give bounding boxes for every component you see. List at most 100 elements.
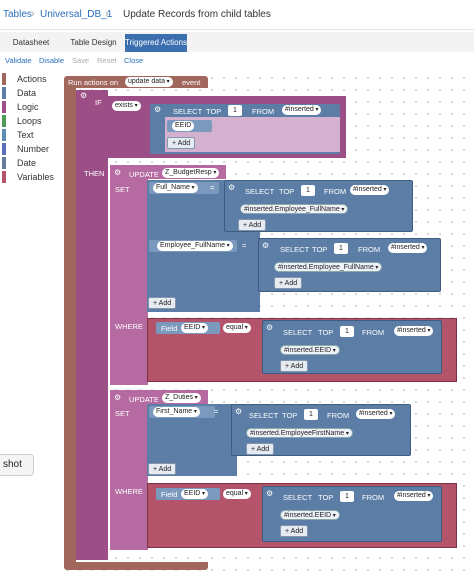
run-actions-spine: [64, 88, 76, 568]
first-name-dropdown[interactable]: First_Name: [153, 407, 200, 417]
top-number-input[interactable]: 1: [334, 243, 348, 254]
toolbox-label: Data: [17, 88, 37, 98]
gear-icon[interactable]: ⚙: [266, 489, 274, 498]
disable-button[interactable]: Disable: [39, 56, 65, 65]
column-inserted-eeid[interactable]: #inserted.EEID: [280, 345, 340, 355]
if-then-block[interactable]: [76, 90, 108, 560]
from-keyword: FROM: [362, 493, 385, 502]
where-label: WHERE: [115, 487, 143, 496]
add-column-button[interactable]: + Add: [167, 137, 196, 149]
select-keyword: SELECT: [283, 328, 313, 337]
top-keyword: TOP: [206, 107, 222, 116]
gear-icon[interactable]: ⚙: [266, 323, 274, 332]
update-keyword: UPDATE: [129, 395, 159, 404]
add-column-button[interactable]: + Add: [238, 219, 267, 231]
breadcrumb-database[interactable]: Universal_DB_1: [40, 9, 113, 20]
top-keyword: TOP: [318, 493, 334, 502]
tab-table-design[interactable]: Table Design: [70, 38, 117, 47]
gear-icon[interactable]: ⚙: [114, 393, 122, 402]
select-keyword: SELECT: [245, 187, 275, 196]
category-swatch: [2, 171, 6, 183]
category-swatch: [2, 87, 6, 99]
from-table-dropdown[interactable]: #inserted: [356, 409, 396, 419]
gear-icon[interactable]: ⚙: [80, 91, 88, 100]
category-swatch: [2, 157, 6, 169]
where-label: WHERE: [115, 322, 143, 331]
category-swatch: [2, 73, 6, 85]
toolbox-label: Variables: [17, 172, 54, 182]
gear-icon[interactable]: ⚙: [262, 241, 270, 250]
top-number-input[interactable]: 1: [301, 185, 315, 196]
breadcrumb-tables[interactable]: Tables: [3, 9, 32, 20]
set-label: SET: [115, 409, 130, 418]
operator-dropdown[interactable]: equal: [223, 489, 251, 499]
toolbox-label: Actions: [17, 74, 47, 84]
field-eeid-dropdown[interactable]: EEID: [181, 489, 209, 499]
from-table-dropdown[interactable]: #inserted: [394, 491, 434, 501]
event-label: event: [182, 78, 201, 87]
gear-icon[interactable]: ⚙: [114, 168, 122, 177]
from-table-dropdown[interactable]: #inserted: [282, 105, 322, 115]
select-keyword: SELECT: [173, 107, 203, 116]
equals-label: =: [210, 183, 215, 192]
save-button[interactable]: Save: [72, 56, 90, 65]
add-column-button[interactable]: + Add: [274, 277, 303, 289]
top-number-input[interactable]: 1: [340, 491, 354, 502]
reset-button[interactable]: Reset: [97, 56, 117, 65]
category-swatch: [2, 115, 6, 127]
tab-triggered-actions[interactable]: Triggered Actions: [125, 34, 187, 52]
update-table-dropdown[interactable]: Z_Duties: [162, 393, 201, 403]
event-dropdown[interactable]: update data: [125, 77, 173, 87]
select-keyword: SELECT: [283, 493, 313, 502]
update-budget-block[interactable]: [110, 165, 148, 385]
equals-label: =: [214, 407, 219, 416]
from-keyword: FROM: [252, 107, 275, 116]
top-keyword: TOP: [279, 187, 295, 196]
from-keyword: FROM: [327, 411, 350, 420]
add-set-button[interactable]: + Add: [148, 463, 177, 475]
column-eeid[interactable]: EEID: [172, 121, 195, 131]
validate-button[interactable]: Validate: [5, 56, 32, 65]
if-label: IF: [95, 98, 102, 107]
employee-fullname-dropdown[interactable]: Employee_FullName: [157, 241, 233, 251]
update-table-dropdown[interactable]: Z_BudgetResp: [162, 168, 220, 178]
add-column-button[interactable]: + Add: [280, 360, 309, 372]
field-eeid-dropdown[interactable]: EEID: [181, 323, 209, 333]
top-number-input[interactable]: 1: [304, 409, 318, 420]
run-actions-bottom: [64, 562, 208, 570]
tab-bar: Datasheet Table Design Triggered Actions: [0, 32, 474, 52]
column-inserted-employee-fullname[interactable]: #inserted.Employee_FullName: [240, 204, 349, 214]
add-set-button[interactable]: + Add: [148, 297, 177, 309]
from-table-dropdown[interactable]: #inserted: [388, 243, 428, 253]
update-keyword: UPDATE: [129, 170, 159, 179]
tab-datasheet[interactable]: Datasheet: [12, 38, 50, 47]
full-name-dropdown[interactable]: Full_Name: [153, 183, 198, 193]
column-inserted-employee-fullname[interactable]: #inserted.Employee_FullName: [274, 262, 383, 272]
add-column-button[interactable]: + Add: [280, 525, 309, 537]
then-label: THEN: [84, 169, 105, 178]
close-button[interactable]: Close: [124, 56, 144, 65]
field-label: Field: [161, 490, 178, 499]
exists-dropdown[interactable]: exists: [112, 101, 141, 111]
top-keyword: TOP: [282, 411, 298, 420]
select-keyword: SELECT: [280, 245, 310, 254]
from-table-dropdown[interactable]: #inserted: [394, 326, 434, 336]
top-keyword: TOP: [312, 245, 328, 254]
column-inserted-employeefirstname[interactable]: #inserted.EmployeeFirstName: [246, 428, 353, 438]
operator-dropdown[interactable]: equal: [223, 323, 251, 333]
screenshot-hint[interactable]: shot: [0, 454, 34, 476]
gear-icon[interactable]: ⚙: [228, 183, 236, 192]
gear-icon[interactable]: ⚙: [235, 407, 243, 416]
from-table-dropdown[interactable]: #inserted: [350, 185, 390, 195]
add-column-button[interactable]: + Add: [246, 443, 275, 455]
toolbox-label: Text: [17, 130, 34, 140]
update-duties-block[interactable]: [110, 390, 148, 550]
toolbox: Actions Data Logic Loops Text Number Dat…: [0, 70, 60, 210]
gear-icon[interactable]: ⚙: [154, 105, 162, 114]
top-bar: Tables › Universal_DB_1 › Update Records…: [0, 0, 474, 30]
top-number-input[interactable]: 1: [228, 105, 242, 116]
toolbox-label: Logic: [17, 102, 39, 112]
category-swatch: [2, 129, 6, 141]
column-inserted-eeid[interactable]: #inserted.EEID: [280, 510, 340, 520]
top-number-input[interactable]: 1: [340, 326, 354, 337]
